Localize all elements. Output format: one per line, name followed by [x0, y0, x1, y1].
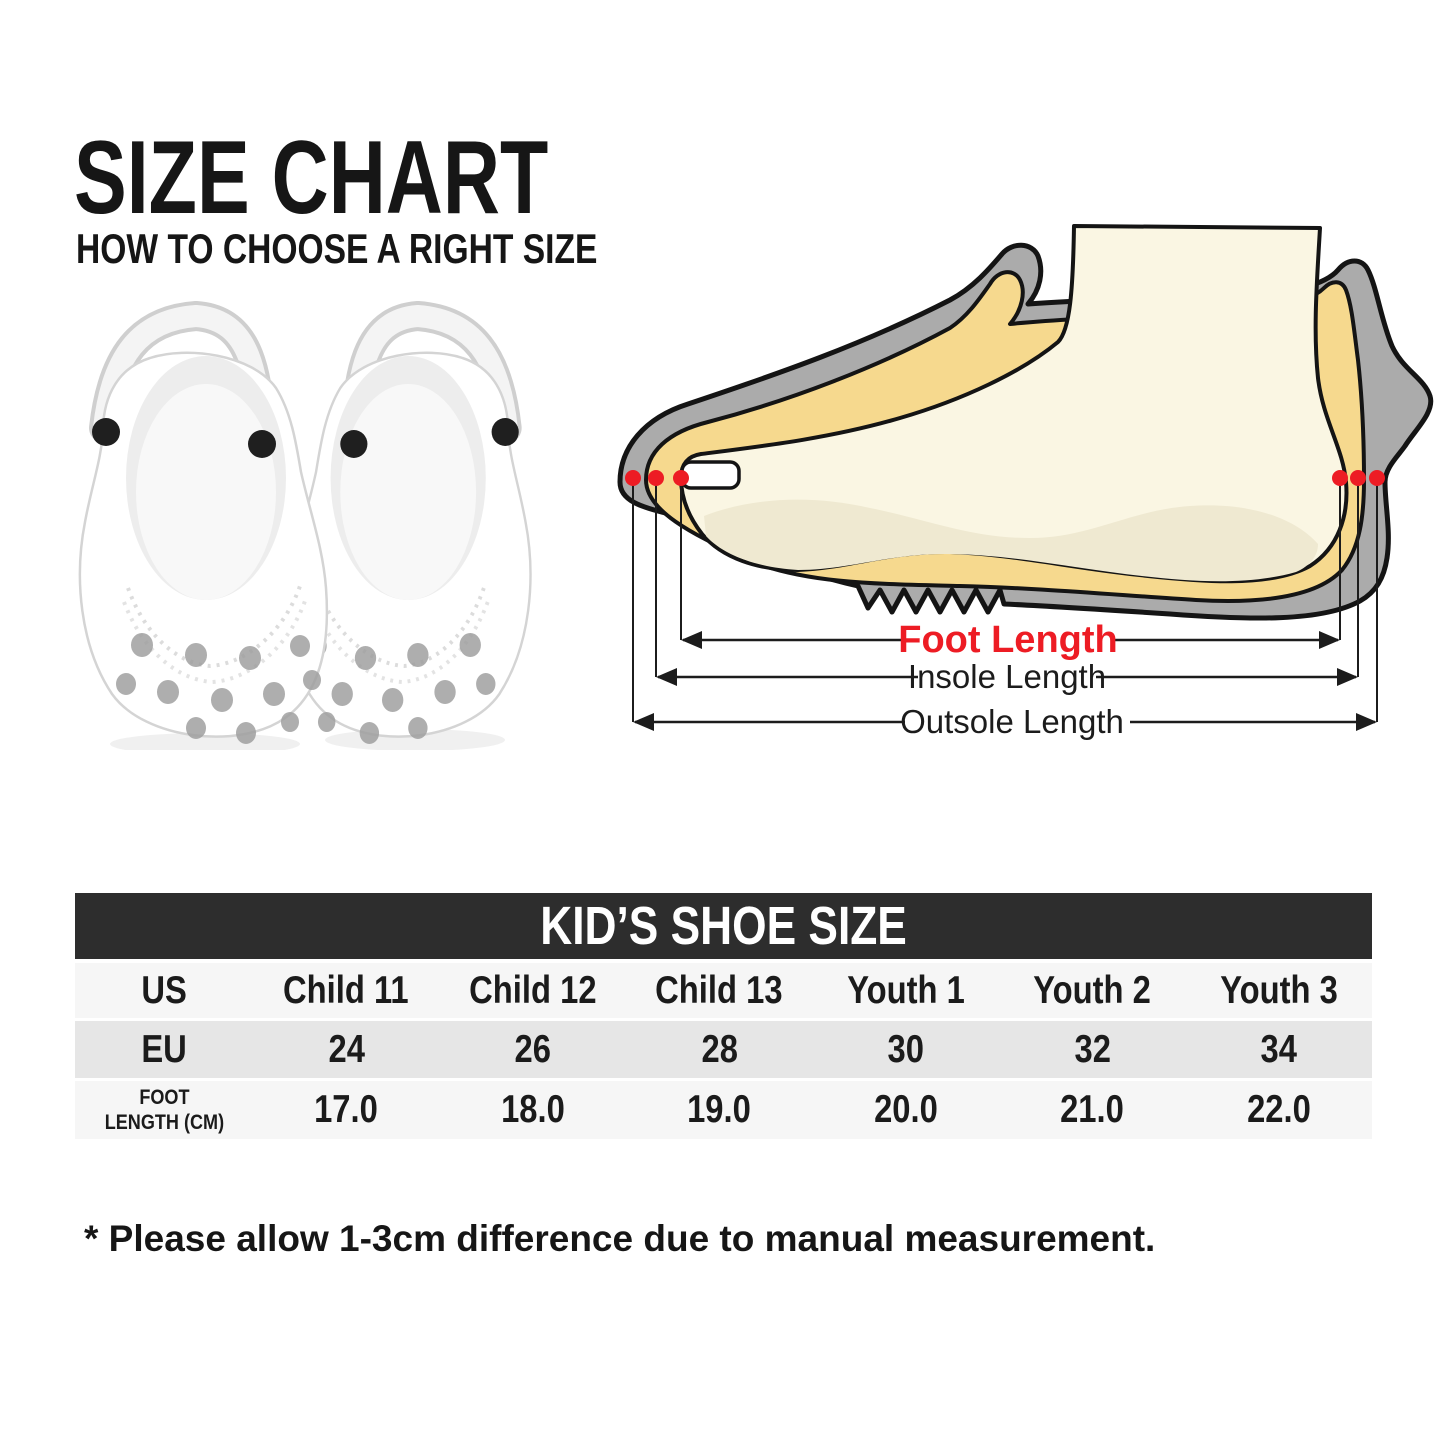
- size-cell: 19.0: [626, 1081, 813, 1139]
- toenail: [680, 460, 741, 490]
- measurement-footnote-text: * Please allow 1-3cm difference due to m…: [84, 1218, 1156, 1259]
- measurement-dot: [673, 470, 689, 486]
- row-label: EU: [75, 1021, 253, 1078]
- row-label-text: US: [141, 968, 187, 1012]
- size-value: 17.0: [314, 1088, 379, 1131]
- size-cell: Youth 1: [813, 963, 1000, 1018]
- row-label: FOOT LENGTH (CM): [75, 1081, 253, 1139]
- measurement-dot: [1332, 470, 1348, 486]
- size-cell: 26: [440, 1021, 627, 1078]
- white-clogs-image: [78, 300, 532, 750]
- measurement-footnote: * Please allow 1-3cm difference due to m…: [84, 1218, 1155, 1260]
- foot-length-arrow: Foot Length: [681, 619, 1340, 661]
- measurement-dot: [1350, 470, 1366, 486]
- size-cell: 17.0: [253, 1081, 440, 1139]
- foot-measurement-diagram: Foot Length Insole Length Outsole Length: [617, 224, 1434, 740]
- collar-texture: [315, 585, 486, 669]
- size-value: 30: [887, 1027, 924, 1071]
- size-value: 22.0: [1246, 1088, 1311, 1131]
- insole-length-label: Insole Length: [908, 658, 1106, 695]
- outsole-length-label: Outsole Length: [900, 703, 1124, 740]
- measurement-dot: [1369, 470, 1385, 486]
- size-cell: 20.0: [813, 1081, 1000, 1139]
- row-label: US: [75, 963, 253, 1018]
- size-cell: 30: [813, 1021, 1000, 1078]
- size-cell: 34: [1186, 1021, 1373, 1078]
- page-subtitle-text: HOW TO CHOOSE A RIGHT SIZE: [76, 225, 598, 272]
- size-value: Youth 2: [1033, 968, 1152, 1012]
- page-title: SIZE CHART: [74, 126, 698, 230]
- size-value: 26: [514, 1027, 551, 1071]
- table-title: KID’S SHOE SIZE: [540, 896, 907, 956]
- left-clog: [78, 300, 329, 744]
- size-value: Youth 3: [1219, 968, 1338, 1012]
- strap-rivet: [248, 430, 276, 458]
- size-value: Child 12: [469, 968, 597, 1012]
- size-cell: Youth 2: [999, 963, 1186, 1018]
- size-cell: Child 12: [440, 963, 627, 1018]
- measurement-dot: [625, 470, 641, 486]
- size-value: 32: [1074, 1027, 1111, 1071]
- leader-lines: [632, 478, 1378, 722]
- strap-rivet: [340, 430, 368, 458]
- row-label-text: FOOT LENGTH (CM): [104, 1085, 224, 1134]
- insole-length-arrow: Insole Length: [656, 658, 1358, 695]
- size-cell: 32: [999, 1021, 1186, 1078]
- size-value: 19.0: [687, 1088, 752, 1131]
- page-subtitle: HOW TO CHOOSE A RIGHT SIZE: [76, 228, 728, 270]
- size-value: 28: [701, 1027, 738, 1071]
- size-value: 24: [328, 1027, 365, 1071]
- measurement-dot: [648, 470, 664, 486]
- size-value: Child 11: [283, 968, 410, 1012]
- table-row-eu: EU 24 26 28 30 32 34: [75, 1021, 1372, 1078]
- outsole-length-arrow: Outsole Length: [633, 703, 1377, 740]
- table-row-us: US Child 11 Child 12 Child 13 Youth 1 Yo…: [75, 963, 1372, 1018]
- size-cell: Child 11: [253, 963, 440, 1018]
- clog-footbed: [340, 384, 477, 600]
- size-value: Child 13: [655, 968, 783, 1012]
- right-clog: [289, 300, 532, 744]
- size-value: Youth 1: [846, 968, 965, 1012]
- size-value: 21.0: [1060, 1088, 1125, 1131]
- size-value: 18.0: [500, 1088, 565, 1131]
- table-row-foot-length: FOOT LENGTH (CM) 17.0 18.0 19.0 20.0 21.…: [75, 1081, 1372, 1139]
- clog-footbed: [136, 384, 276, 600]
- vent-holes: [116, 633, 321, 744]
- foot-length-label: Foot Length: [898, 619, 1117, 661]
- size-cell: 22.0: [1186, 1081, 1373, 1139]
- row-label-text: EU: [141, 1027, 187, 1071]
- size-value: 20.0: [873, 1088, 938, 1131]
- strap-rivet: [491, 418, 519, 446]
- size-value: 34: [1260, 1027, 1297, 1071]
- foot-shading: [704, 499, 1318, 582]
- strap-rivet: [92, 418, 120, 446]
- size-cell: Child 13: [626, 963, 813, 1018]
- size-cell: 24: [253, 1021, 440, 1078]
- size-cell: 28: [626, 1021, 813, 1078]
- measurement-dots: [625, 470, 1385, 486]
- size-cell: 21.0: [999, 1081, 1186, 1139]
- size-cell: 18.0: [440, 1081, 627, 1139]
- page-title-text: SIZE CHART: [74, 120, 549, 236]
- table-title-bar: KID’S SHOE SIZE: [75, 893, 1372, 959]
- size-cell: Youth 3: [1186, 963, 1373, 1018]
- collar-texture: [126, 585, 302, 669]
